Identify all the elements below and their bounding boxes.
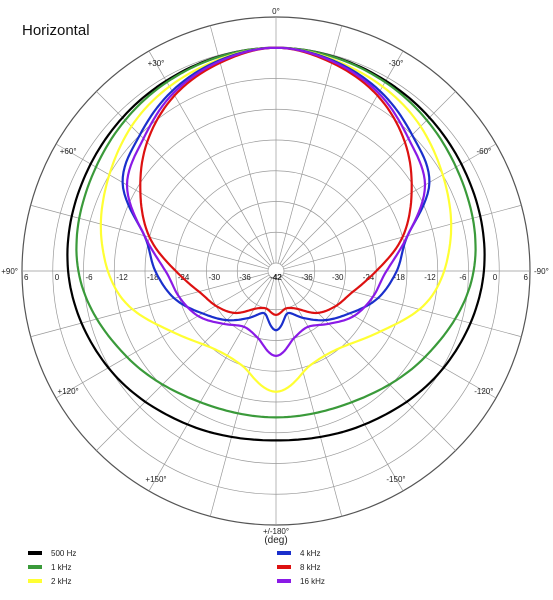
angle-label: +30° [148, 59, 165, 68]
radial-tick-label: -6 [459, 273, 467, 282]
angle-label: +150° [145, 475, 166, 484]
grid-spoke [279, 277, 404, 492]
legend-label: 16 kHz [300, 576, 325, 586]
legend-label: 2 kHz [51, 576, 72, 586]
angle-label: 0° [272, 7, 280, 16]
series-line-16khz [125, 46, 427, 357]
legend-item-8khz: 8 kHz [277, 560, 320, 574]
legend-item-2khz: 2 kHz [28, 574, 71, 588]
radial-tick-label: -18 [393, 273, 405, 282]
chart-title: Horizontal [22, 22, 90, 39]
legend-swatch [28, 579, 42, 583]
radial-tick-label: 0 [493, 273, 498, 282]
x-axis-label: (deg) [264, 535, 287, 546]
legend-swatch [277, 565, 291, 569]
legend-swatch [277, 579, 291, 583]
legend-label: 1 kHz [51, 562, 72, 572]
radial-tick-label: 6 [524, 273, 529, 282]
grid-spoke [148, 277, 273, 492]
radial-tick-label: -12 [424, 273, 436, 282]
grid-spoke [277, 25, 343, 264]
angle-label: -60° [476, 147, 491, 156]
angle-label: +/-180° [263, 527, 289, 536]
legend-label: 8 kHz [300, 562, 321, 572]
radial-tick-label: 0 [55, 273, 60, 282]
angle-label: -30° [389, 59, 404, 68]
angle-label: +60° [60, 147, 77, 156]
angle-labels: 0° -30° -60° -90° -120° -150° +/-180° +150° +120… [1, 7, 549, 536]
radial-tick-label: -36 [301, 273, 313, 282]
radial-tick-label: -42 [270, 273, 282, 282]
angle-label: +90° [1, 267, 18, 276]
grid-spoke [55, 143, 270, 268]
series-curves [66, 46, 486, 442]
grid-spoke [209, 278, 275, 517]
radial-tick-label: -36 [239, 273, 251, 282]
angle-label: -90° [534, 267, 549, 276]
legend-item-1khz: 1 kHz [28, 560, 71, 574]
series-line-2khz [99, 46, 453, 393]
grid-spoke [209, 25, 275, 264]
grid-spoke [283, 272, 522, 338]
angle-label: -150° [386, 475, 405, 484]
grid-spoke [277, 278, 343, 517]
radial-tick-label: -18 [147, 273, 159, 282]
series-line-8khz [139, 46, 413, 316]
grid-spoke [55, 274, 270, 399]
radial-tick-label: -12 [116, 273, 128, 282]
legend-item-4khz: 4 kHz [277, 546, 320, 560]
grid-spoke [96, 276, 271, 451]
angle-label: -120° [474, 387, 493, 396]
grid-spoke [282, 274, 497, 399]
series-line-500hz [66, 46, 486, 442]
grid-spoke [30, 272, 269, 338]
legend-label: 4 kHz [300, 548, 321, 558]
radial-tick-label: -6 [86, 273, 94, 282]
legend-label: 500 Hz [51, 548, 77, 558]
grid-spoke [281, 276, 456, 451]
radial-tick-label: -30 [332, 273, 344, 282]
grid-spoke [282, 143, 497, 268]
polar-grid [21, 16, 531, 526]
legend-swatch [28, 551, 42, 555]
legend-swatch [277, 551, 291, 555]
radial-tick-label: -30 [209, 273, 221, 282]
series-line-4khz [121, 46, 431, 332]
legend-item-16khz: 16 kHz [277, 574, 325, 588]
radial-tick-label: -42 [270, 273, 282, 282]
series-line-1khz [75, 46, 477, 419]
legend-swatch [28, 565, 42, 569]
radial-tick-label: 6 [24, 273, 29, 282]
angle-label: +120° [58, 387, 79, 396]
radial-tick-labels: 66 00 -6-6 -12-12 -18-18 -24-24 -30-30 -36-36 -4… [24, 273, 529, 282]
legend: 500 Hz 1 kHz 2 kHz 4 kHz 8 kHz 16 kHz [0, 544, 553, 594]
legend-item-500hz: 500 Hz [28, 546, 76, 560]
